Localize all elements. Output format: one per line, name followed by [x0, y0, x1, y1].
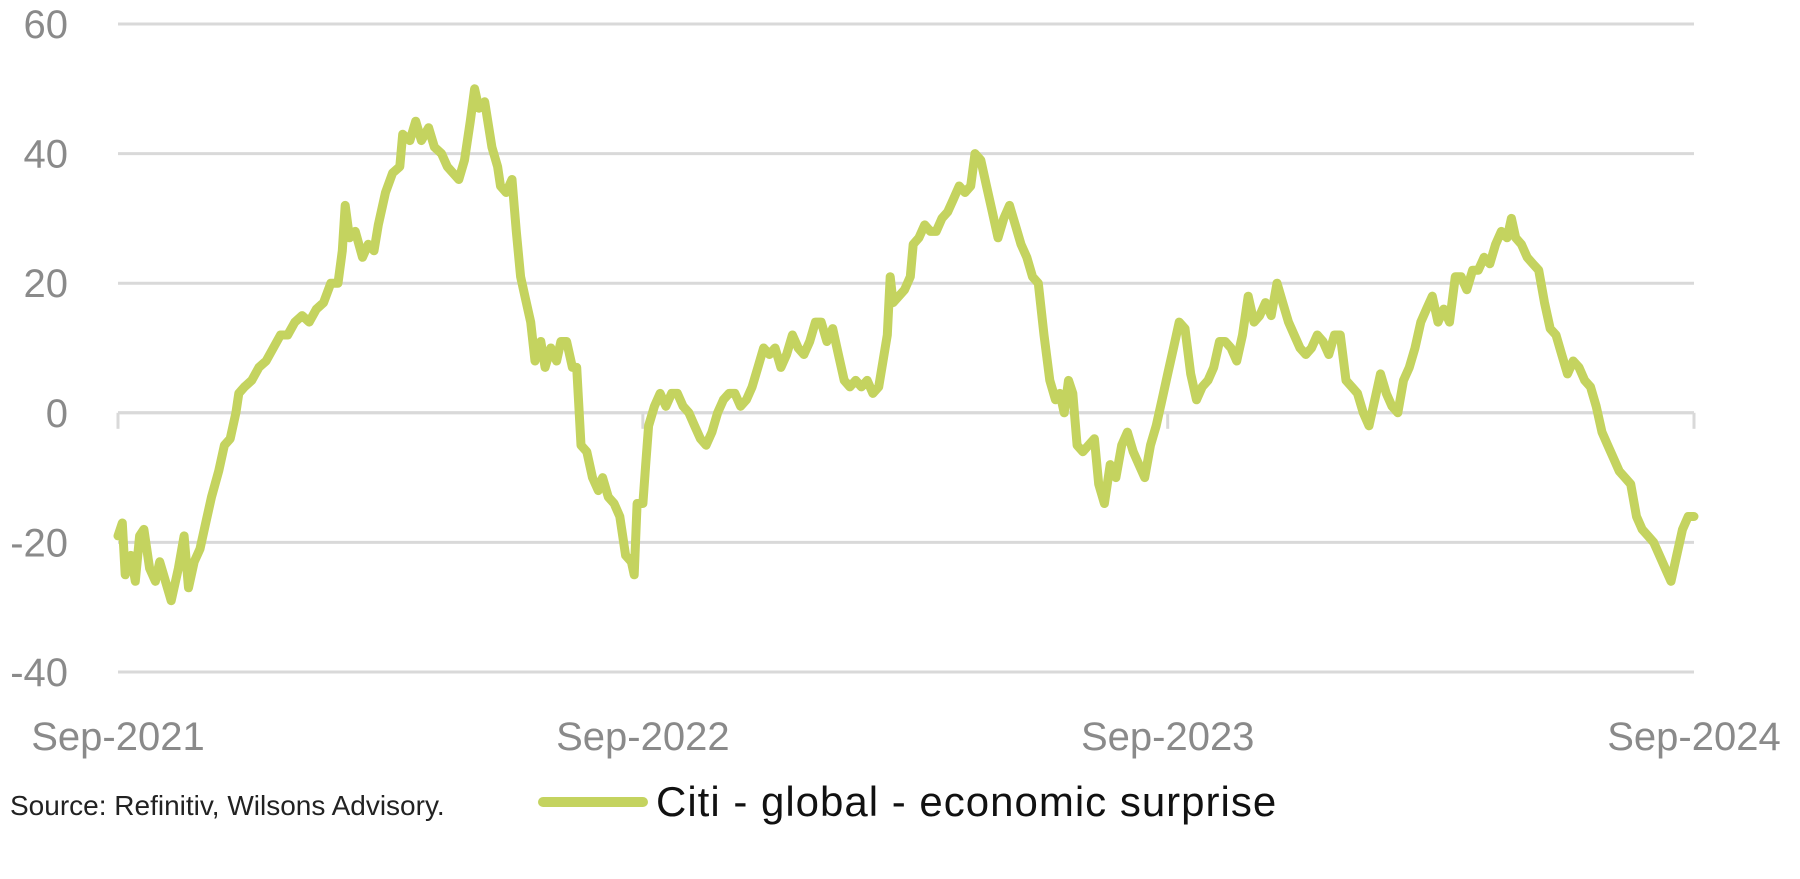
y-tick-label: 60 [24, 3, 69, 47]
legend-swatch [538, 797, 648, 807]
gridlines [118, 22, 1694, 674]
y-tick-label: -20 [10, 521, 68, 565]
y-tick-label: 40 [24, 133, 69, 177]
x-tick-label: Sep-2023 [1081, 715, 1254, 759]
x-tick-label: Sep-2024 [1607, 715, 1780, 759]
series-layer [113, 84, 1699, 606]
legend-label: Citi - global - economic surprise [656, 778, 1278, 825]
y-tick-label: 20 [24, 262, 69, 306]
x-axis-tick-labels: Sep-2021 Sep-2022 Sep-2023 Sep-2024 [31, 715, 1780, 759]
x-tick-label: Sep-2022 [556, 715, 729, 759]
source-note: Source: Refinitiv, Wilsons Advisory. [10, 790, 445, 821]
legend: Citi - global - economic surprise [538, 778, 1277, 826]
x-tick-label: Sep-2021 [31, 715, 204, 759]
x-axis [116, 411, 1696, 429]
y-tick-label: -40 [10, 651, 68, 695]
y-tick-label: 0 [46, 392, 68, 436]
series-line [113, 84, 1699, 606]
y-axis-tick-labels: 60 40 20 0 -20 -40 [10, 3, 68, 695]
